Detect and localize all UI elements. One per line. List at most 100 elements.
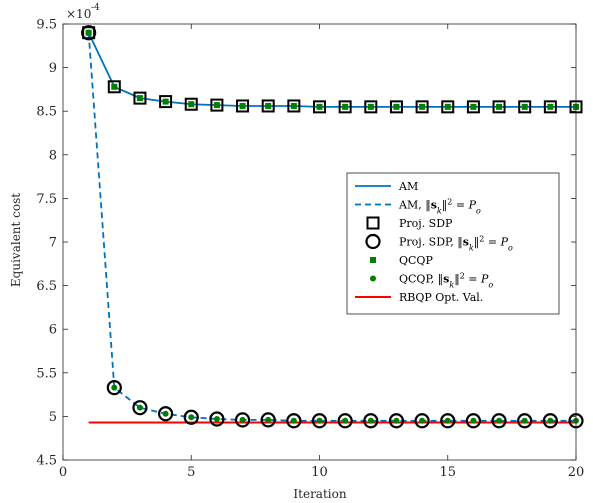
y-tick-label: 5.5 [36, 366, 57, 381]
qcqp-point [213, 102, 220, 109]
y-tick-label: 8 [49, 148, 57, 163]
proj-sdp-constrained-point [465, 413, 481, 429]
y-tick-label: 7.5 [36, 192, 57, 207]
qcqp-point [547, 103, 554, 110]
qcqp-point [136, 95, 143, 102]
legend-proj-sdp-constrained-symbol [365, 233, 381, 250]
qcqp-constrained-point [111, 384, 118, 391]
legend-qcqp-label: QCQP [399, 254, 433, 267]
x-tick-label: 20 [568, 465, 585, 480]
proj-sdp-constrained-point [106, 380, 122, 396]
qcqp-constrained-point [290, 417, 297, 424]
qcqp-constrained-point [239, 416, 246, 423]
qcqp-constrained-point [496, 417, 503, 424]
qcqp-constrained-point [547, 417, 554, 424]
qcqp-point [290, 102, 297, 109]
proj-sdp-constrained-point [286, 413, 302, 429]
x-axis-label: Iteration [293, 487, 346, 501]
proj-sdp-point [389, 100, 403, 114]
qcqp-constrained-point [213, 416, 220, 423]
proj-sdp-constrained-point [517, 413, 533, 429]
proj-sdp-constrained-point [311, 413, 328, 429]
legend: AM AM, ‖sk‖2 = Po Proj. SDP Proj. SDP, ‖sk‖… [346, 172, 560, 315]
legend-box [346, 172, 560, 315]
y-tick-label: 7 [49, 236, 57, 251]
proj-sdp-constrained-point [542, 413, 558, 429]
proj-sdp-point [107, 80, 121, 94]
proj-sdp-point [287, 99, 301, 113]
qcqp-point [188, 101, 195, 108]
proj-sdp-point [313, 100, 326, 114]
x-tick-label: 10 [311, 465, 328, 480]
proj-sdp-constrained-point [81, 25, 97, 41]
y-tick-label: 5 [49, 410, 57, 425]
y-tick-label: 6.5 [36, 279, 57, 294]
proj-sdp-point [364, 100, 378, 114]
qcqp-constrained-point [470, 417, 477, 424]
y-tick-label: 8.5 [36, 105, 57, 120]
series-am-line [87, 32, 576, 108]
qcqp-constrained-point [136, 404, 143, 411]
qcqp-point [265, 102, 272, 109]
legend-qcqp-symbol [370, 257, 376, 263]
y-tick-label: 9 [49, 61, 57, 76]
qcqp-point [393, 103, 400, 110]
legend-proj-sdp-constrained-label: Proj. SDP, ‖sk‖2 = Po [399, 234, 513, 252]
y-exponent-label: ×10 [66, 7, 91, 21]
proj-sdp-point [518, 100, 532, 114]
qcqp-point [419, 103, 426, 110]
x-tick-label: 0 [59, 465, 67, 480]
y-tick-label: 4.5 [36, 454, 57, 469]
proj-sdp-point [441, 100, 455, 114]
proj-sdp-point [184, 97, 198, 111]
ticks: 0 5 10 15 20 4.5 5 5.5 6 6.5 7 7.5 8 8.5 9 9.5 [36, 18, 584, 481]
qcqp-point [470, 103, 477, 110]
legend-proj-sdp-symbol [366, 216, 380, 230]
qcqp-point [342, 103, 349, 110]
proj-sdp-point [210, 98, 224, 112]
proj-sdp-constrained-point [337, 413, 353, 429]
qcqp-point [111, 83, 118, 90]
proj-sdp-point [543, 100, 557, 114]
qcqp-point [444, 103, 451, 110]
proj-sdp-constrained-point [388, 413, 405, 429]
y-tick-label: 9.5 [36, 18, 57, 33]
x-tick-label: 5 [187, 465, 195, 480]
proj-sdp-point [492, 100, 506, 114]
proj-sdp-constrained-point [440, 413, 456, 429]
proj-sdp-point [236, 99, 250, 113]
qcqp-point [496, 103, 503, 110]
qcqp-point [367, 103, 374, 110]
qcqp-constrained-point [342, 417, 349, 424]
qcqp-constrained-point [85, 29, 92, 36]
legend-am-constrained-label: AM, ‖sk‖2 = Po [398, 197, 481, 215]
legend-am-label: AM [398, 180, 418, 193]
proj-sdp-constrained-point [183, 409, 199, 425]
proj-sdp-point [466, 100, 480, 114]
y-exponent-power: -4 [91, 3, 100, 13]
proj-sdp-constrained-point [414, 413, 430, 429]
proj-sdp-point [338, 100, 352, 114]
proj-sdp-constrained-point [491, 413, 507, 429]
proj-sdp-point [133, 91, 147, 105]
proj-sdp-constrained-point [363, 413, 379, 429]
proj-sdp-constrained-point [209, 411, 225, 427]
y-axis-label: Equivalent cost [9, 193, 23, 287]
qcqp-constrained-point [521, 417, 528, 424]
proj-sdp-constrained-point [234, 412, 251, 428]
plot-area [81, 25, 584, 429]
qcqp-constrained-point [393, 417, 400, 424]
proj-sdp-point [415, 100, 429, 114]
qcqp-constrained-point [162, 410, 169, 417]
qcqp-constrained-point [188, 414, 195, 421]
proj-sdp-point [159, 95, 173, 109]
qcqp-constrained-point [419, 417, 426, 424]
y-tick-label: 6 [49, 323, 57, 338]
proj-sdp-constrained-point [158, 406, 174, 422]
qcqp-constrained-point [265, 416, 272, 423]
qcqp-constrained-point [316, 417, 323, 424]
legend-qcqp-constrained-symbol [370, 275, 376, 282]
x-tick-label: 15 [439, 465, 456, 480]
legend-proj-sdp-label: Proj. SDP [399, 217, 453, 230]
